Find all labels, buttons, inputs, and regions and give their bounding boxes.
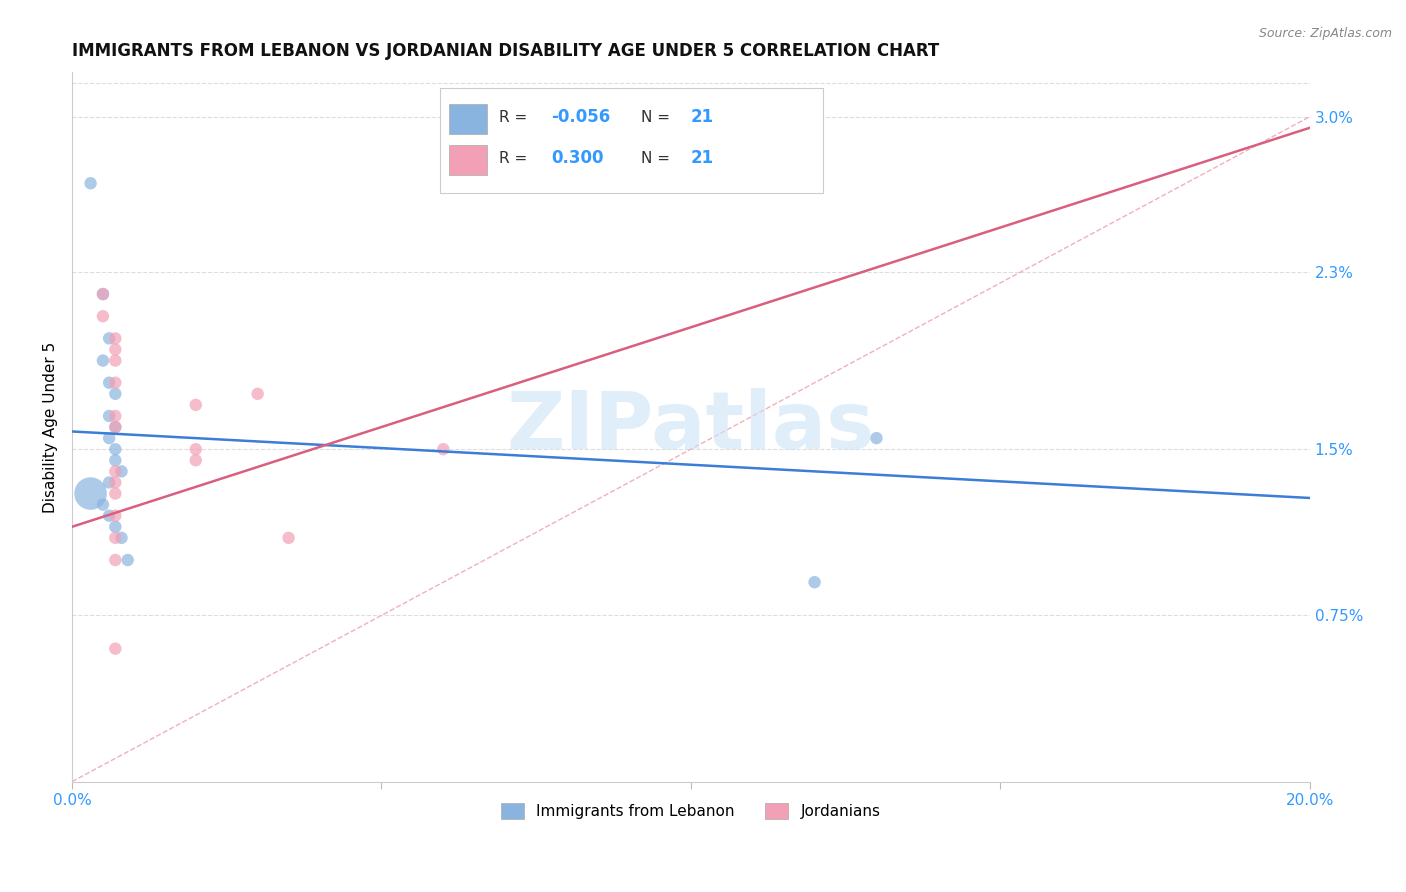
Y-axis label: Disability Age Under 5: Disability Age Under 5 bbox=[44, 342, 58, 513]
Text: N =: N = bbox=[641, 110, 675, 125]
Point bbox=[246, 386, 269, 401]
Point bbox=[91, 310, 114, 324]
Point bbox=[104, 486, 127, 500]
Text: Source: ZipAtlas.com: Source: ZipAtlas.com bbox=[1258, 27, 1392, 40]
Point bbox=[98, 409, 121, 423]
Point bbox=[104, 376, 127, 390]
Point bbox=[104, 353, 127, 368]
Point bbox=[91, 498, 114, 512]
Point bbox=[104, 508, 127, 523]
Point bbox=[117, 553, 139, 567]
Legend: Immigrants from Lebanon, Jordanians: Immigrants from Lebanon, Jordanians bbox=[495, 797, 887, 825]
FancyBboxPatch shape bbox=[450, 145, 486, 175]
Point bbox=[432, 442, 454, 457]
Point bbox=[104, 520, 127, 534]
Point bbox=[104, 409, 127, 423]
Point bbox=[104, 531, 127, 545]
Point bbox=[277, 531, 299, 545]
Text: IMMIGRANTS FROM LEBANON VS JORDANIAN DISABILITY AGE UNDER 5 CORRELATION CHART: IMMIGRANTS FROM LEBANON VS JORDANIAN DIS… bbox=[72, 42, 939, 60]
Point bbox=[91, 353, 114, 368]
Point bbox=[104, 331, 127, 345]
Point bbox=[104, 475, 127, 490]
Point bbox=[98, 331, 121, 345]
FancyBboxPatch shape bbox=[440, 88, 824, 193]
Point bbox=[184, 398, 207, 412]
Point bbox=[98, 475, 121, 490]
Point bbox=[79, 486, 101, 500]
Point bbox=[104, 343, 127, 357]
Point bbox=[91, 287, 114, 301]
FancyBboxPatch shape bbox=[450, 104, 486, 134]
Point bbox=[98, 508, 121, 523]
Point bbox=[865, 431, 887, 445]
Point bbox=[110, 464, 132, 478]
Text: 21: 21 bbox=[690, 108, 714, 126]
Point bbox=[104, 453, 127, 467]
Point bbox=[104, 442, 127, 457]
Point bbox=[104, 641, 127, 656]
Text: R =: R = bbox=[499, 110, 531, 125]
Text: 0.300: 0.300 bbox=[551, 149, 603, 167]
Point bbox=[79, 176, 101, 190]
Point bbox=[104, 420, 127, 434]
Point bbox=[104, 553, 127, 567]
Text: R =: R = bbox=[499, 151, 531, 166]
Point bbox=[98, 376, 121, 390]
Point bbox=[184, 453, 207, 467]
Text: -0.056: -0.056 bbox=[551, 108, 610, 126]
Text: ZIPatlas: ZIPatlas bbox=[506, 388, 875, 466]
Point bbox=[184, 442, 207, 457]
Point bbox=[104, 420, 127, 434]
Point bbox=[104, 464, 127, 478]
Point bbox=[110, 531, 132, 545]
Point bbox=[98, 431, 121, 445]
Point bbox=[803, 575, 825, 590]
Text: 21: 21 bbox=[690, 149, 714, 167]
Point bbox=[104, 386, 127, 401]
Point bbox=[91, 287, 114, 301]
Text: N =: N = bbox=[641, 151, 675, 166]
